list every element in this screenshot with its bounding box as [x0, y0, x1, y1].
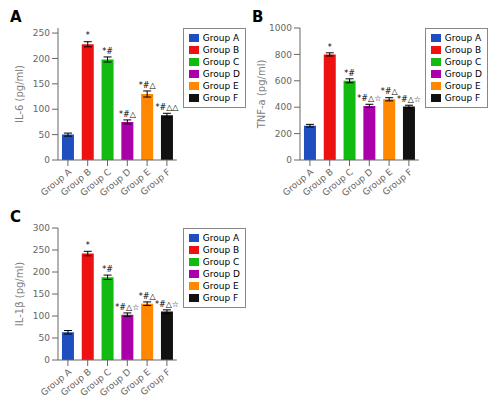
svg-text:*#△: *#△ — [119, 110, 137, 119]
html-text:Group A: Group A — [444, 33, 482, 43]
svg-text:300: 300 — [33, 223, 50, 233]
html-text:Group D: Group D — [202, 269, 240, 279]
svg-text:*#: *# — [102, 265, 113, 274]
svg-text:*#△☆: *#△☆ — [397, 95, 421, 104]
svg-text:600: 600 — [275, 76, 292, 86]
svg-text:50: 50 — [39, 333, 51, 343]
svg-text:0: 0 — [44, 155, 50, 165]
svg-text:Group F: Group F — [381, 167, 415, 197]
html-text:Group E: Group E — [444, 81, 481, 91]
svg-text:*#△☆: *#△☆ — [115, 303, 139, 312]
svg-text:*: * — [86, 241, 90, 250]
svg-text:*#△△: *#△△ — [155, 103, 179, 112]
svg-text:200: 200 — [33, 54, 50, 64]
svg-text:Group F: Group F — [139, 167, 173, 197]
html-text:Group E: Group E — [202, 81, 239, 91]
html-text:Group F: Group F — [202, 93, 239, 103]
svg-text:*#△: *#△ — [139, 81, 157, 90]
html-text:Group F: Group F — [202, 293, 239, 303]
svg-text:Group E: Group E — [118, 366, 153, 398]
svg-text:50: 50 — [39, 130, 51, 140]
html-text:B: B — [252, 8, 264, 26]
html-text:Group C: Group C — [444, 57, 482, 67]
svg-text:Group D: Group D — [97, 166, 133, 199]
svg-text:200: 200 — [33, 267, 50, 277]
svg-text:250: 250 — [33, 245, 50, 255]
svg-text:100: 100 — [33, 311, 50, 321]
html-text:C: C — [10, 208, 21, 226]
svg-text:200: 200 — [275, 129, 292, 139]
svg-text:0: 0 — [286, 155, 292, 165]
svg-text:*: * — [328, 43, 332, 52]
svg-text:*#△: *#△ — [139, 292, 157, 301]
svg-text:Group A: Group A — [39, 366, 74, 398]
svg-text:100: 100 — [33, 104, 50, 114]
svg-text:TNF-a (pg/ml): TNF-a (pg/ml) — [256, 60, 267, 130]
html-text:A: A — [10, 8, 22, 26]
svg-text:IL-6 (pg/ml): IL-6 (pg/ml) — [14, 65, 25, 123]
svg-text:Group B: Group B — [58, 366, 94, 398]
svg-text:Group D: Group D — [339, 166, 375, 199]
svg-text:800: 800 — [275, 50, 292, 60]
svg-text:Group C: Group C — [78, 166, 113, 198]
svg-text:150: 150 — [33, 289, 50, 299]
html-text:Group C: Group C — [202, 57, 240, 67]
html-text:Group C: Group C — [202, 257, 240, 267]
svg-text:Group E: Group E — [360, 166, 395, 198]
html-text:Group B: Group B — [444, 45, 482, 55]
svg-text:*#: *# — [102, 47, 113, 56]
svg-text:Group D: Group D — [97, 366, 133, 399]
svg-text:1000: 1000 — [269, 23, 292, 33]
svg-text:Group B: Group B — [300, 166, 336, 198]
html-text:Group D: Group D — [202, 69, 240, 79]
svg-text:*#△: *#△ — [381, 87, 399, 96]
svg-text:Group E: Group E — [118, 166, 153, 198]
svg-text:Group A: Group A — [39, 166, 74, 198]
svg-text:250: 250 — [33, 28, 50, 38]
svg-text:400: 400 — [275, 102, 292, 112]
svg-text:150: 150 — [33, 79, 50, 89]
svg-text:Group C: Group C — [320, 166, 355, 198]
svg-text:Group B: Group B — [58, 166, 94, 198]
svg-text:Group F: Group F — [139, 367, 173, 397]
svg-text:Group C: Group C — [78, 366, 113, 398]
svg-text:*: * — [86, 31, 90, 40]
svg-text:*#△☆: *#△☆ — [155, 300, 179, 309]
svg-text:IL-1β (pg/ml): IL-1β (pg/ml) — [14, 262, 25, 326]
html-text:Group A: Group A — [202, 33, 240, 43]
html-text:Group B: Group B — [202, 45, 240, 55]
html-text:Group E: Group E — [202, 281, 239, 291]
html-text:Group D: Group D — [444, 69, 482, 79]
svg-text:0: 0 — [44, 355, 50, 365]
svg-text:*#△☆: *#△☆ — [357, 94, 381, 103]
html-text:Group B: Group B — [202, 245, 240, 255]
html-text:Group A: Group A — [202, 233, 240, 243]
svg-text:*#: *# — [344, 69, 355, 78]
svg-text:Group A: Group A — [281, 166, 316, 198]
html-text:Group F: Group F — [444, 93, 481, 103]
